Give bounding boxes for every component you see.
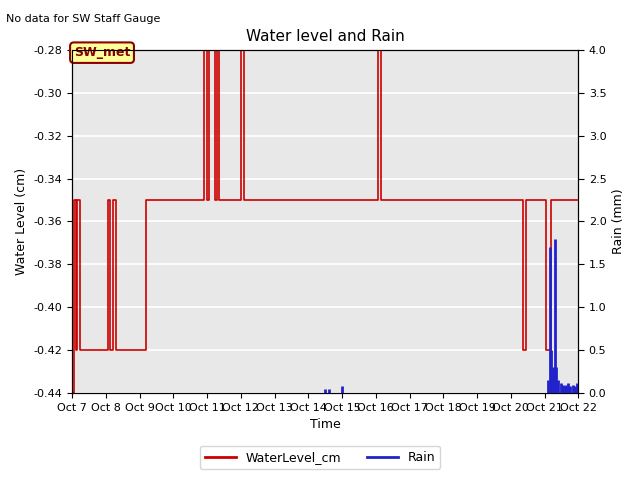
Text: No data for SW Staff Gauge: No data for SW Staff Gauge: [6, 14, 161, 24]
Legend: WaterLevel_cm, Rain: WaterLevel_cm, Rain: [200, 446, 440, 469]
Title: Water level and Rain: Water level and Rain: [246, 29, 404, 44]
Text: SW_met: SW_met: [74, 46, 130, 59]
Y-axis label: Rain (mm): Rain (mm): [612, 189, 625, 254]
Y-axis label: Water Level (cm): Water Level (cm): [15, 168, 28, 275]
X-axis label: Time: Time: [310, 419, 340, 432]
